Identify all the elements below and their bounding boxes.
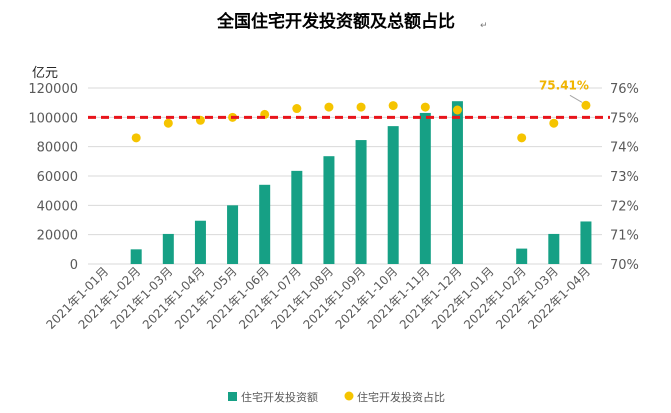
data-point: [581, 100, 591, 110]
bar: [451, 101, 463, 264]
bar: [580, 221, 592, 264]
legend-label-bar: 住宅开发投资额: [241, 390, 318, 404]
bar: [194, 220, 206, 264]
data-point: [292, 104, 302, 114]
bar: [259, 184, 271, 264]
bar-series: [130, 101, 592, 264]
right-axis-ticks: 70% 71% 72% 73% 74% 75% 76%: [610, 82, 639, 273]
data-point: [420, 102, 430, 112]
chart-title-return-mark: ↵: [480, 21, 488, 31]
chart-title: 全国住宅开发投资额及总额占比: [216, 11, 455, 32]
data-point: [517, 133, 527, 143]
left-tick-label: 80000: [37, 141, 78, 156]
right-tick-label: 71%: [610, 229, 639, 244]
dot-series: [131, 100, 591, 143]
left-tick-label: 40000: [37, 199, 78, 214]
right-tick-label: 73%: [610, 170, 639, 185]
data-point: [388, 101, 398, 111]
bar: [291, 170, 303, 264]
right-tick-label: 75%: [610, 111, 639, 126]
left-tick-label: 20000: [37, 229, 78, 244]
annotation-leader: [569, 94, 583, 103]
legend: 住宅开发投资额 住宅开发投资占比: [228, 390, 445, 404]
legend-label-dot: 住宅开发投资占比: [357, 390, 445, 404]
right-tick-label: 70%: [610, 258, 639, 273]
bar: [323, 156, 335, 264]
left-axis-ticks: 0 20000 40000 60000 80000 100000 120000: [28, 82, 78, 273]
data-point: [356, 102, 366, 112]
bar: [162, 233, 174, 264]
left-tick-label: 0: [70, 258, 78, 273]
legend-swatch-bar: [228, 392, 237, 401]
bar: [355, 140, 367, 264]
right-tick-label: 76%: [610, 82, 639, 97]
bar: [516, 248, 528, 264]
bar: [548, 233, 560, 264]
annotation-label: 75.41%: [539, 78, 589, 92]
left-tick-label: 100000: [28, 111, 78, 126]
x-axis-ticks: 2021年1-01月2021年1-02月2021年1-03月2021年1-04月…: [43, 264, 593, 332]
data-point: [452, 105, 462, 115]
data-point: [549, 118, 559, 128]
left-tick-label: 60000: [37, 170, 78, 185]
left-axis-unit: 亿元: [32, 66, 58, 81]
right-tick-label: 74%: [610, 141, 639, 156]
bar: [387, 126, 399, 264]
bar: [419, 112, 431, 264]
bar: [227, 205, 239, 264]
legend-swatch-dot: [344, 391, 354, 401]
bar: [130, 249, 142, 264]
data-point: [324, 102, 334, 112]
left-tick-label: 120000: [28, 82, 78, 97]
data-point: [163, 118, 173, 128]
data-point: [131, 133, 141, 143]
right-tick-label: 72%: [610, 199, 639, 214]
